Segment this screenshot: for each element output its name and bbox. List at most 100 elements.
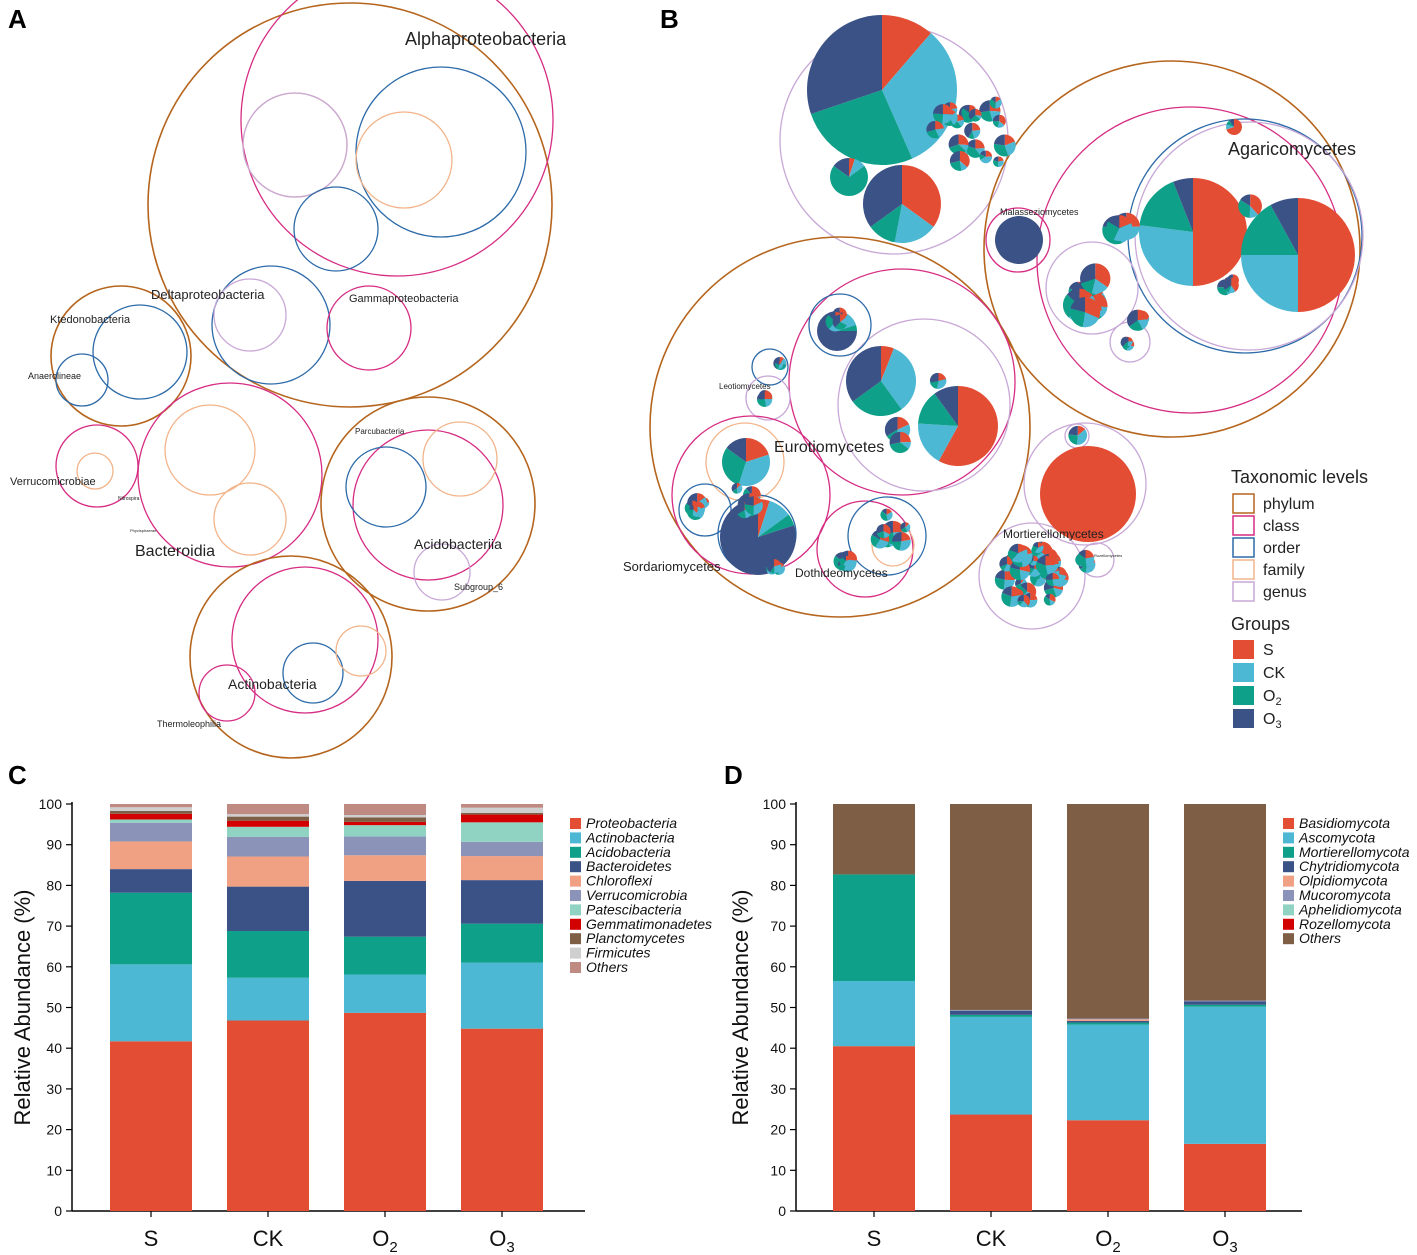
pie-slice [1085,297,1101,319]
pie-slice [933,104,943,114]
pie-slice [883,524,891,535]
label-actinobacteria: Actinobacteria [228,676,317,692]
pie-slice [1017,601,1024,606]
bar-segment [461,880,543,924]
bar-segment [110,813,192,820]
label-anaerolineae: Anaerolineae [28,371,81,381]
pie-slice [832,314,841,328]
legend-label: Proteobacteria [586,815,677,831]
pie-slice [1076,553,1087,567]
pie-slice [998,156,1004,162]
pie-slice [930,373,939,383]
pie-slice [834,321,847,330]
pie-slice [840,317,848,326]
order-circle [751,348,789,386]
pie-slice [979,110,993,122]
pie-slice [774,564,782,574]
pie-slice [1249,206,1259,218]
pie-slice [900,527,908,533]
pie-slice [959,150,970,168]
y-tick-label: 100 [39,796,63,812]
legend-label: Mucoromycota [1299,887,1391,903]
pie-slice [1068,425,1078,436]
legend-order-swatch [1232,537,1255,558]
pie-slice [807,15,882,115]
pie-slice [966,139,976,149]
bar-segment [461,814,543,823]
pie-slice [1052,578,1060,587]
legend-ck-swatch [1233,663,1254,682]
pie-slice [876,531,885,539]
pie-slice [697,493,706,503]
pie-slice [892,541,902,551]
pie-slice [1032,545,1039,553]
pie-slice [758,500,789,537]
pie-slice [999,556,1007,568]
legend-label: Basidiomycota [1299,815,1390,831]
pie-slice [1085,549,1094,559]
family-circle [76,452,114,490]
y-tick-label: 90 [46,837,62,853]
x-tick-label: O2 [372,1226,397,1255]
pie-slice [848,550,858,561]
legend-swatch [1283,918,1294,930]
panel-label-d: D [724,760,743,790]
genus-circle [837,318,1011,492]
y-tick-label: 80 [46,877,62,893]
pie-slice [1028,599,1038,608]
pie-slice [1019,570,1031,581]
legend-label: Others [1299,930,1341,946]
bar-segment [344,825,426,837]
bar-segment [461,841,543,857]
y-tick-label: 50 [46,1000,62,1016]
bar-segment [227,836,309,857]
pie-slice [918,393,958,426]
pie-slice [1229,119,1234,127]
bar-segment [344,936,426,975]
pie-slice [979,154,986,160]
bar-segment [344,817,426,822]
pie-slice [992,114,1000,122]
family-circle [335,625,387,677]
pie-slice [738,454,771,486]
pie-slice [948,134,959,148]
label-verrucomicrobiae: Verrucomicrobiae [10,476,96,488]
pie-slice [1008,549,1019,561]
label-sordariomycetes: Sordariomycetes [623,559,721,574]
pie-slice [840,557,846,566]
pie-slice [736,484,743,494]
bar-segment [461,804,543,808]
pie-slice [1070,297,1086,313]
bar-segment [344,804,426,815]
pie-slice [1228,285,1236,293]
pie-slice [1108,215,1120,229]
pie-slice [736,502,745,515]
pie-slice [1049,599,1056,606]
genus-circle [242,92,348,198]
class-circle [985,207,1051,273]
pie-slice [1127,341,1133,346]
phylum-circle [189,555,393,759]
pie-slice [840,314,847,322]
bar-chart-fungi-phyla: 0 10 20 30 40 50 60 70 80 90 100 Relative Abundance… [728,796,1410,1255]
bar-segment [833,874,915,982]
pie-slice [889,431,901,445]
pie-slice [1226,124,1234,130]
pie-slice [845,555,851,561]
pie-slice [775,360,780,365]
y-tick-label: 60 [46,959,62,975]
pack-a-labels: Alphaproteobacteria Deltaproteobacteria … [10,29,567,729]
pie-slice [1002,586,1012,597]
legend-phylum-label: phylum [1263,496,1315,513]
pie-slice [995,216,1043,264]
pie-slice [846,346,881,402]
pie-slice [744,504,754,515]
bar-segment [227,886,309,931]
pie-slice [994,134,1005,146]
pie-slice [938,386,998,466]
pie-slice [746,438,769,462]
pie-slice [1137,309,1149,321]
x-tick-label: CK [976,1226,1007,1251]
pie-slice [837,324,857,331]
legend-o2-swatch [1233,686,1254,705]
